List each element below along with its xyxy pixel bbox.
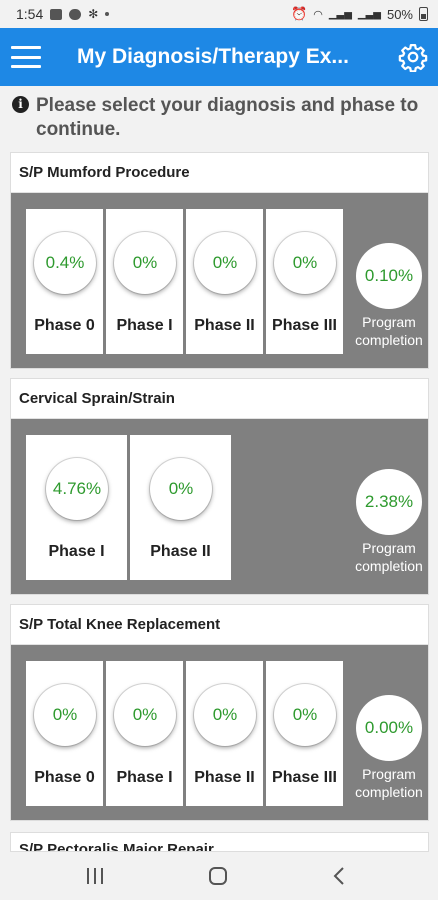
diagnosis-card[interactable]: S/P Pectoralis Major Repair <box>10 832 429 852</box>
info-message: i Please select your diagnosis and phase… <box>12 94 436 142</box>
diagnosis-phases: 0% Phase 0 0% Phase I 0% Phase II 0% Pha… <box>11 645 428 820</box>
program-completion-label: Program completion <box>355 314 423 348</box>
navigation-bar <box>0 852 438 900</box>
phase-progress-circle: 0% <box>34 684 96 746</box>
phase-tile[interactable]: 0.4% Phase 0 <box>26 209 103 354</box>
phase-tile[interactable]: 0% Phase II <box>186 209 263 354</box>
program-completion-circle: 0.10% <box>356 243 422 309</box>
diagnosis-title: S/P Pectoralis Major Repair <box>19 841 214 852</box>
phase-label: Phase II <box>194 317 255 334</box>
home-icon[interactable] <box>209 867 227 885</box>
phase-progress-circle: 0% <box>150 458 212 520</box>
signal-icon-2: ▁▃▅ <box>357 8 381 20</box>
phase-progress-circle: 0% <box>274 684 336 746</box>
program-completion-circle: 2.38% <box>356 469 422 535</box>
diagnosis-title: S/P Total Knee Replacement <box>11 605 428 645</box>
gallery-icon <box>50 8 63 20</box>
phase-tile[interactable]: 0% Phase III <box>266 661 343 806</box>
phase-label: Phase 0 <box>34 317 95 334</box>
phase-label: Phase I <box>116 769 173 786</box>
status-bar: 1:54 ✻ ⏰ ◠ ▁▃▅ ▁▃▅ 50% <box>0 0 438 28</box>
page-title: My Diagnosis/Therapy Ex... <box>77 45 349 68</box>
diagnosis-card: Cervical Sprain/Strain 4.76% Phase I 0% … <box>10 378 429 595</box>
program-completion-label: Program completion <box>355 540 423 574</box>
phase-tile[interactable]: 0% Phase II <box>186 661 263 806</box>
info-icon: i <box>12 96 29 113</box>
phase-progress-circle: 0% <box>114 684 176 746</box>
phase-progress-circle: 0% <box>114 232 176 294</box>
phase-tile[interactable]: 4.76% Phase I <box>26 435 127 580</box>
recent-apps-icon[interactable] <box>87 868 103 884</box>
phase-label: Phase II <box>194 769 255 786</box>
phase-progress-circle: 0.4% <box>34 232 96 294</box>
phase-progress-circle: 0% <box>274 232 336 294</box>
phase-label: Phase 0 <box>34 769 95 786</box>
phase-progress-circle: 0% <box>194 232 256 294</box>
diagnosis-phases: 4.76% Phase I 0% Phase II 2.38% Program … <box>11 419 428 594</box>
menu-icon[interactable] <box>11 46 41 68</box>
signal-icon: ▁▃▅ <box>328 8 352 20</box>
battery-icon <box>419 7 428 21</box>
phase-tile[interactable]: 0% Phase III <box>266 209 343 354</box>
info-text: Please select your diagnosis and phase t… <box>36 95 419 140</box>
app-bar: My Diagnosis/Therapy Ex... <box>0 28 438 86</box>
diagnosis-title: S/P Mumford Procedure <box>11 153 428 193</box>
phase-label: Phase I <box>48 543 105 560</box>
phase-progress-circle: 4.76% <box>46 458 108 520</box>
back-icon[interactable] <box>332 866 346 886</box>
phase-label: Phase I <box>116 317 173 334</box>
phase-tile[interactable]: 0% Phase I <box>106 209 183 354</box>
gear-icon[interactable] <box>398 42 428 72</box>
cloud-icon <box>69 8 82 20</box>
phase-progress-circle: 0% <box>194 684 256 746</box>
diagnosis-phases: 0.4% Phase 0 0% Phase I 0% Phase II 0% P… <box>11 193 428 368</box>
status-time: 1:54 <box>16 6 44 22</box>
battery-percent: 50% <box>386 6 413 22</box>
phase-tile[interactable]: 0% Phase II <box>130 435 231 580</box>
phase-tile[interactable]: 0% Phase 0 <box>26 661 103 806</box>
alarm-icon: ⏰ <box>291 6 308 21</box>
wifi-icon: ◠ <box>313 8 323 21</box>
phase-tile[interactable]: 0% Phase I <box>106 661 183 806</box>
program-completion-circle: 0.00% <box>356 695 422 761</box>
phase-label: Phase III <box>272 317 337 334</box>
diagnosis-title: Cervical Sprain/Strain <box>11 379 428 419</box>
phase-label: Phase III <box>272 769 337 786</box>
phase-label: Phase II <box>150 543 211 560</box>
notification-dot-icon <box>105 12 110 16</box>
diagnosis-card: S/P Total Knee Replacement 0% Phase 0 0%… <box>10 604 429 821</box>
diagnosis-card: S/P Mumford Procedure 0.4% Phase 0 0% Ph… <box>10 152 429 369</box>
pinwheel-icon: ✻ <box>88 7 99 21</box>
program-completion-label: Program completion <box>355 766 423 800</box>
